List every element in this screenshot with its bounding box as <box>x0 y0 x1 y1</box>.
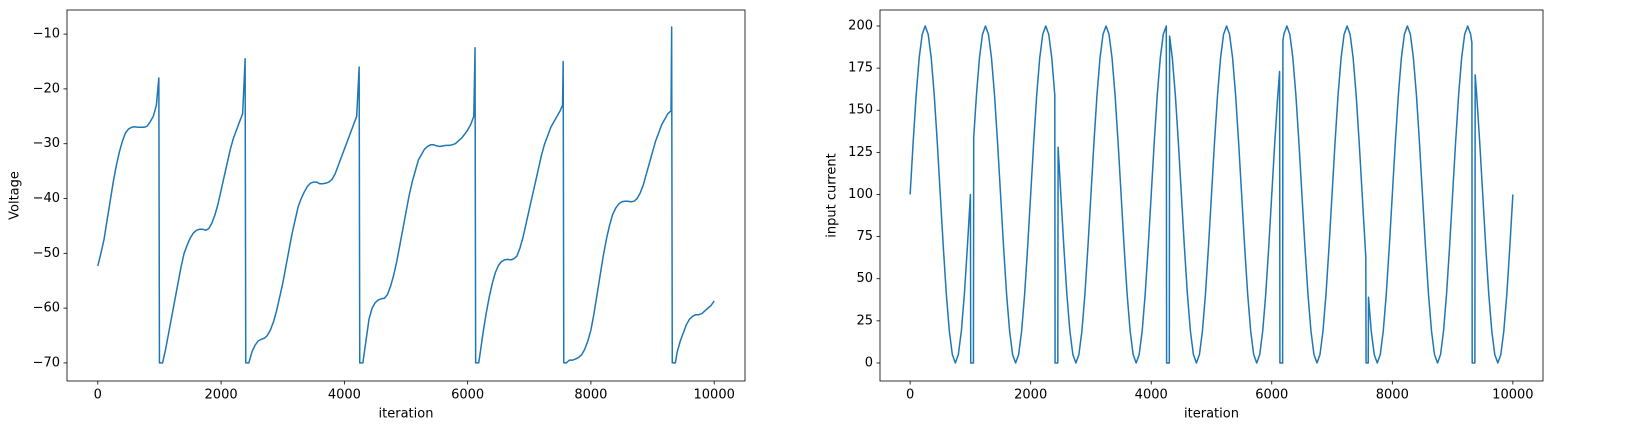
axes-frame <box>879 9 1544 382</box>
y-tick-label: 200 <box>848 19 873 34</box>
y-tick-label: −70 <box>33 355 60 370</box>
x-tick-label: 4000 <box>328 388 361 403</box>
x-tick-label: 8000 <box>1376 388 1409 403</box>
x-tick-label: 2000 <box>205 388 238 403</box>
x-tick-label: 4000 <box>1135 388 1168 403</box>
axes-frame <box>66 9 746 382</box>
x-tick-label: 2000 <box>1014 388 1047 403</box>
x-axis-label: iteration <box>1184 407 1239 422</box>
y-tick-label: 75 <box>856 229 873 244</box>
y-tick-label: −40 <box>33 191 60 206</box>
y-axis-label: Voltage <box>8 171 23 220</box>
x-axis-label: iteration <box>379 407 434 422</box>
x-tick-label: 0 <box>94 388 102 403</box>
x-tick-label: 8000 <box>574 388 607 403</box>
y-tick-label: 125 <box>848 145 873 160</box>
data-line <box>909 25 1514 364</box>
x-tick-label: 6000 <box>1255 388 1288 403</box>
y-tick-label: 0 <box>865 355 873 370</box>
y-tick-label: −10 <box>33 27 60 42</box>
x-tick-label: 10000 <box>1492 388 1533 403</box>
y-tick-label: −20 <box>33 81 60 96</box>
y-tick-label: −60 <box>33 301 60 316</box>
y-tick-label: −50 <box>33 246 60 261</box>
y-tick-label: −30 <box>33 136 60 151</box>
x-tick-label: 10000 <box>694 388 735 403</box>
y-tick-label: 50 <box>856 271 873 286</box>
y-tick-label: 100 <box>848 187 873 202</box>
y-tick-label: 150 <box>848 103 873 118</box>
y-tick-label: 25 <box>856 313 873 328</box>
data-line <box>97 26 715 364</box>
x-tick-label: 0 <box>906 388 914 403</box>
y-axis-label: input current <box>825 153 840 237</box>
y-tick-label: 175 <box>848 61 873 76</box>
x-tick-label: 6000 <box>451 388 484 403</box>
